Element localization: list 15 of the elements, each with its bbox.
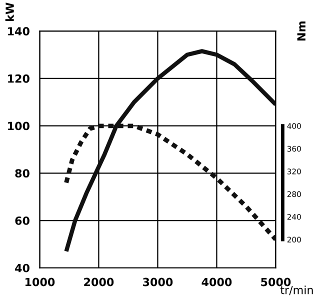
y-tick-label: 40 <box>15 264 30 272</box>
x-tick-label: 5000 <box>261 278 291 286</box>
y-axis-title: kW <box>5 2 14 22</box>
x-tick-label: 4000 <box>202 278 232 286</box>
y-tick-label: 80 <box>15 169 30 178</box>
x-tick-label: 2000 <box>84 278 114 286</box>
x-axis-title: tr/min <box>280 286 313 296</box>
y-tick-label: 120 <box>8 74 30 83</box>
y2-axis-title: Nm <box>297 22 306 40</box>
x-tick-label: 1000 <box>26 278 55 286</box>
x-tick-label: 3000 <box>143 278 173 286</box>
y-tick-label: 140 <box>8 27 30 36</box>
y-tick-label: 60 <box>15 216 30 225</box>
line-series <box>64 49 276 254</box>
y-tick-label: 100 <box>8 122 30 130</box>
